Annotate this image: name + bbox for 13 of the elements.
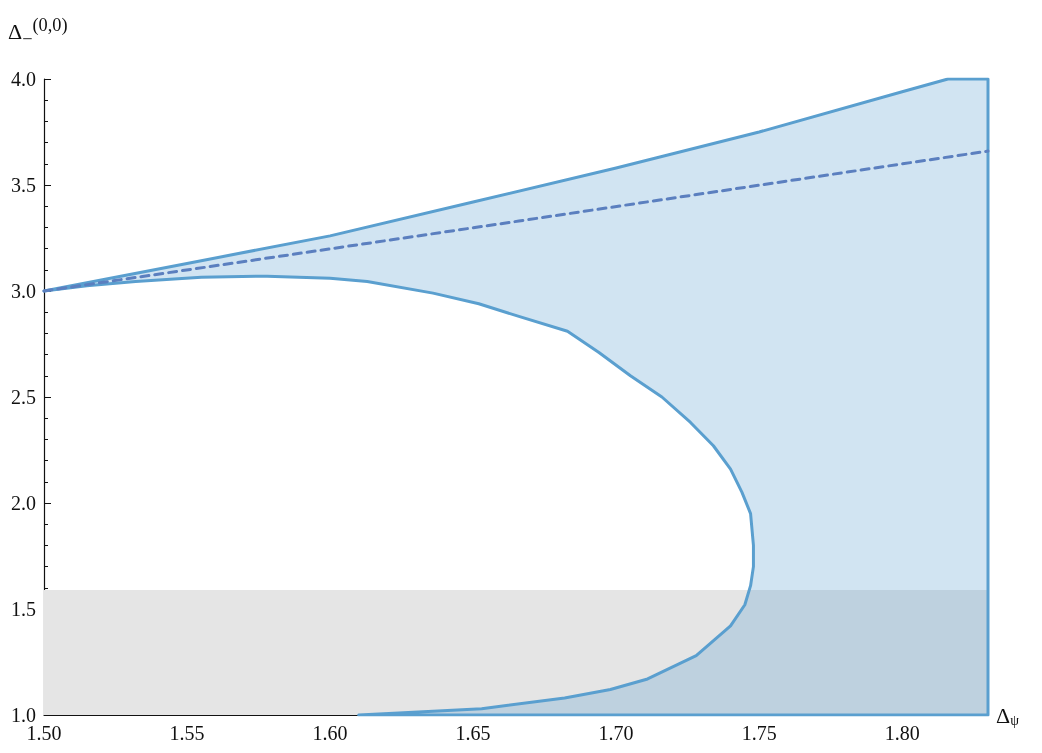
x-axis-title: Δψ	[996, 702, 1020, 728]
y-tick-label: 4.0	[11, 68, 36, 90]
x-tick-label: 1.55	[169, 722, 205, 744]
y-tick-label: 2.0	[11, 492, 36, 514]
x-tick-label: 1.80	[884, 722, 920, 744]
y-tick-label: 3.0	[11, 280, 36, 302]
x-tick-label: 1.60	[312, 722, 348, 744]
y-tick-label: 3.5	[11, 174, 36, 196]
x-tick-label: 1.65	[455, 722, 491, 744]
x-tick-label: 1.75	[741, 722, 777, 744]
y-tick-label: 1.5	[11, 598, 36, 620]
y-tick-label: 2.5	[11, 386, 36, 408]
x-tick-label: 1.70	[598, 722, 634, 744]
